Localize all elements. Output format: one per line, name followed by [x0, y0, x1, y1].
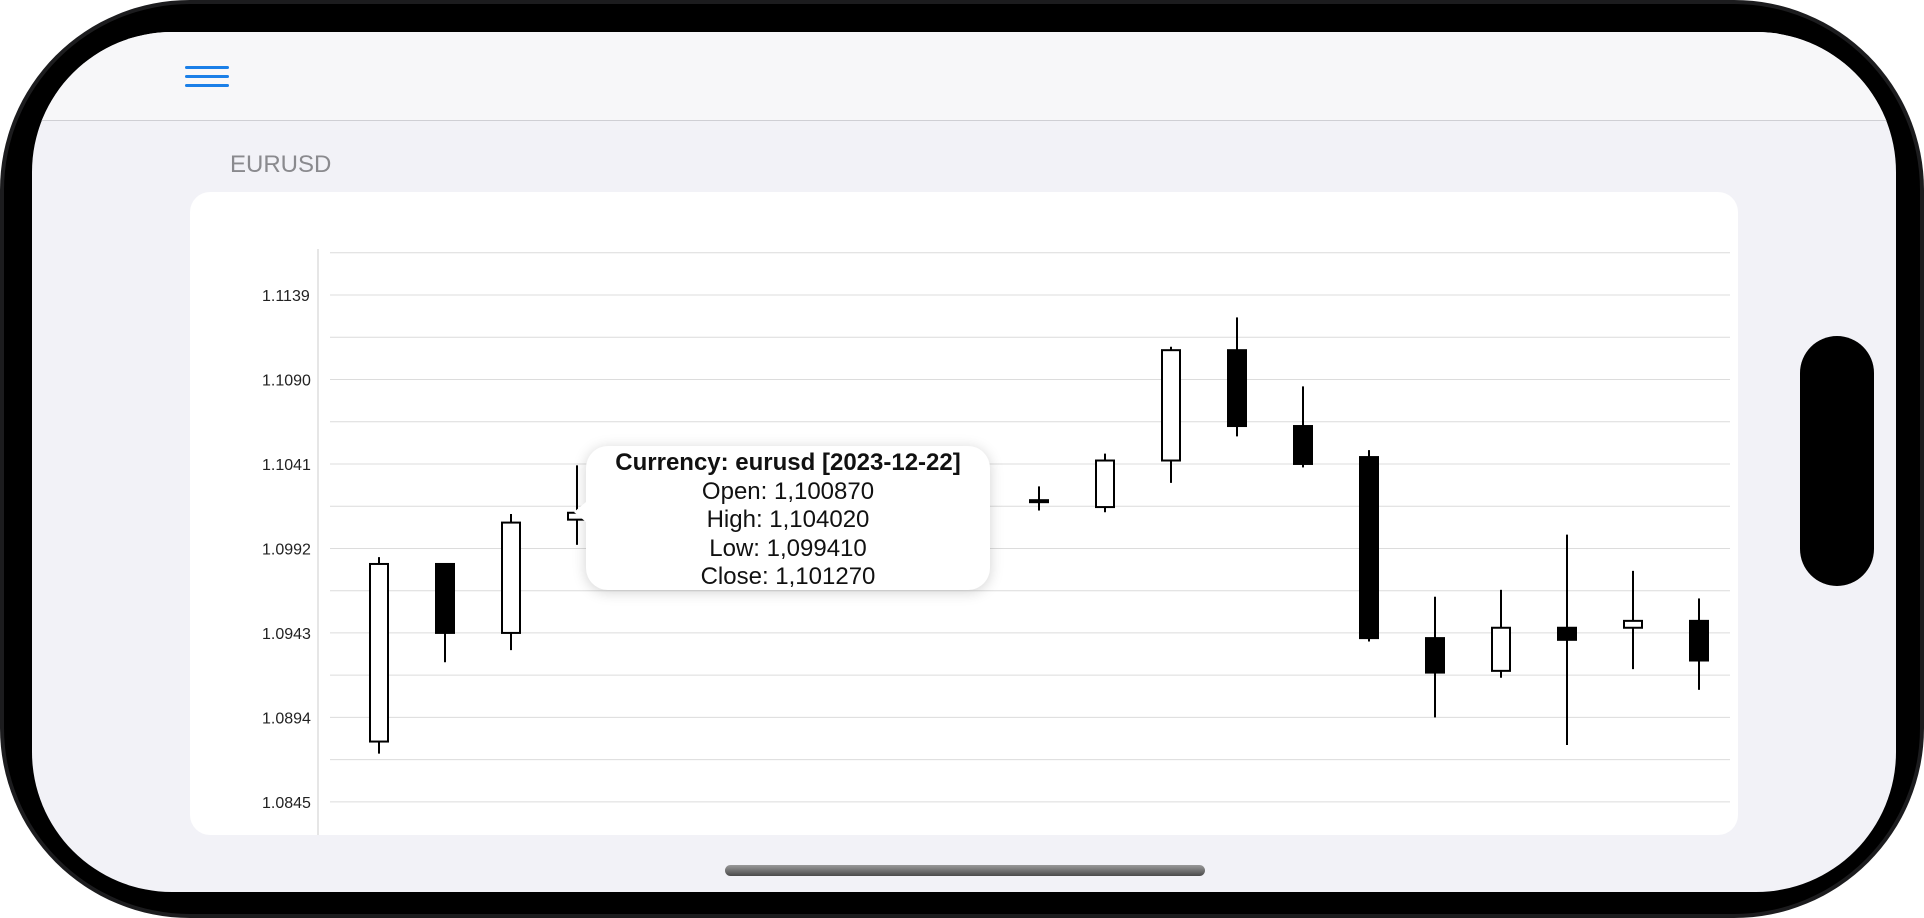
screen: EURUSD 1.1139 1.1090 1.1041 1.0992 1.0943 1.0…: [32, 32, 1896, 892]
y-tick-label: 1.1139: [262, 288, 310, 305]
y-tick-label: 1.1090: [262, 372, 311, 389]
candle-body-bullish: [1161, 349, 1181, 462]
candle-body-bullish: [1623, 619, 1643, 629]
hamburger-menu-icon[interactable]: [185, 66, 229, 96]
candle-tooltip: Currency: eurusd [2023-12-22] Open: 1,10…: [574, 446, 990, 590]
y-tick-label: 1.0845: [262, 795, 311, 812]
side-hardware-button: [1800, 336, 1874, 586]
candle-body-bullish: [501, 521, 521, 634]
y-tick-label: 1.0992: [262, 541, 311, 558]
tooltip-title: Currency: eurusd [2023-12-22]: [615, 449, 961, 476]
tooltip-low: Low: 1,099410: [709, 534, 867, 562]
candle-body-bullish: [369, 562, 389, 743]
candle-body-bearish: [1689, 619, 1709, 662]
tooltip-arrow: [574, 502, 586, 522]
candle-body-bearish: [1425, 637, 1445, 674]
candle-body-bearish: [1557, 626, 1577, 641]
candle-body-bearish: [1293, 425, 1313, 465]
candle-body-bullish: [1095, 459, 1115, 509]
y-tick-label: 1.0943: [262, 626, 311, 643]
candle-body-bullish: [1029, 499, 1049, 504]
chart-title: EURUSD: [230, 151, 332, 178]
tooltip-high: High: 1,104020: [706, 506, 870, 533]
y-tick-label: 1.1041: [262, 457, 311, 474]
candlestick-chart[interactable]: 1.1139 1.1090 1.1041 1.0992 1.0943 1.0894 1.08…: [190, 192, 1738, 835]
candle-body-bearish: [435, 562, 455, 634]
candle-body-bearish: [1359, 456, 1379, 640]
candle-body-bearish: [1227, 349, 1247, 428]
home-indicator[interactable]: [725, 865, 1205, 876]
candle-body-bullish: [1491, 626, 1511, 672]
tooltip-open: Open: 1,100870: [701, 477, 875, 505]
y-tick-label: 1.0894: [262, 710, 311, 727]
tooltip-close: Close: 1,101270: [700, 563, 876, 590]
navigation-bar: [32, 32, 1896, 121]
